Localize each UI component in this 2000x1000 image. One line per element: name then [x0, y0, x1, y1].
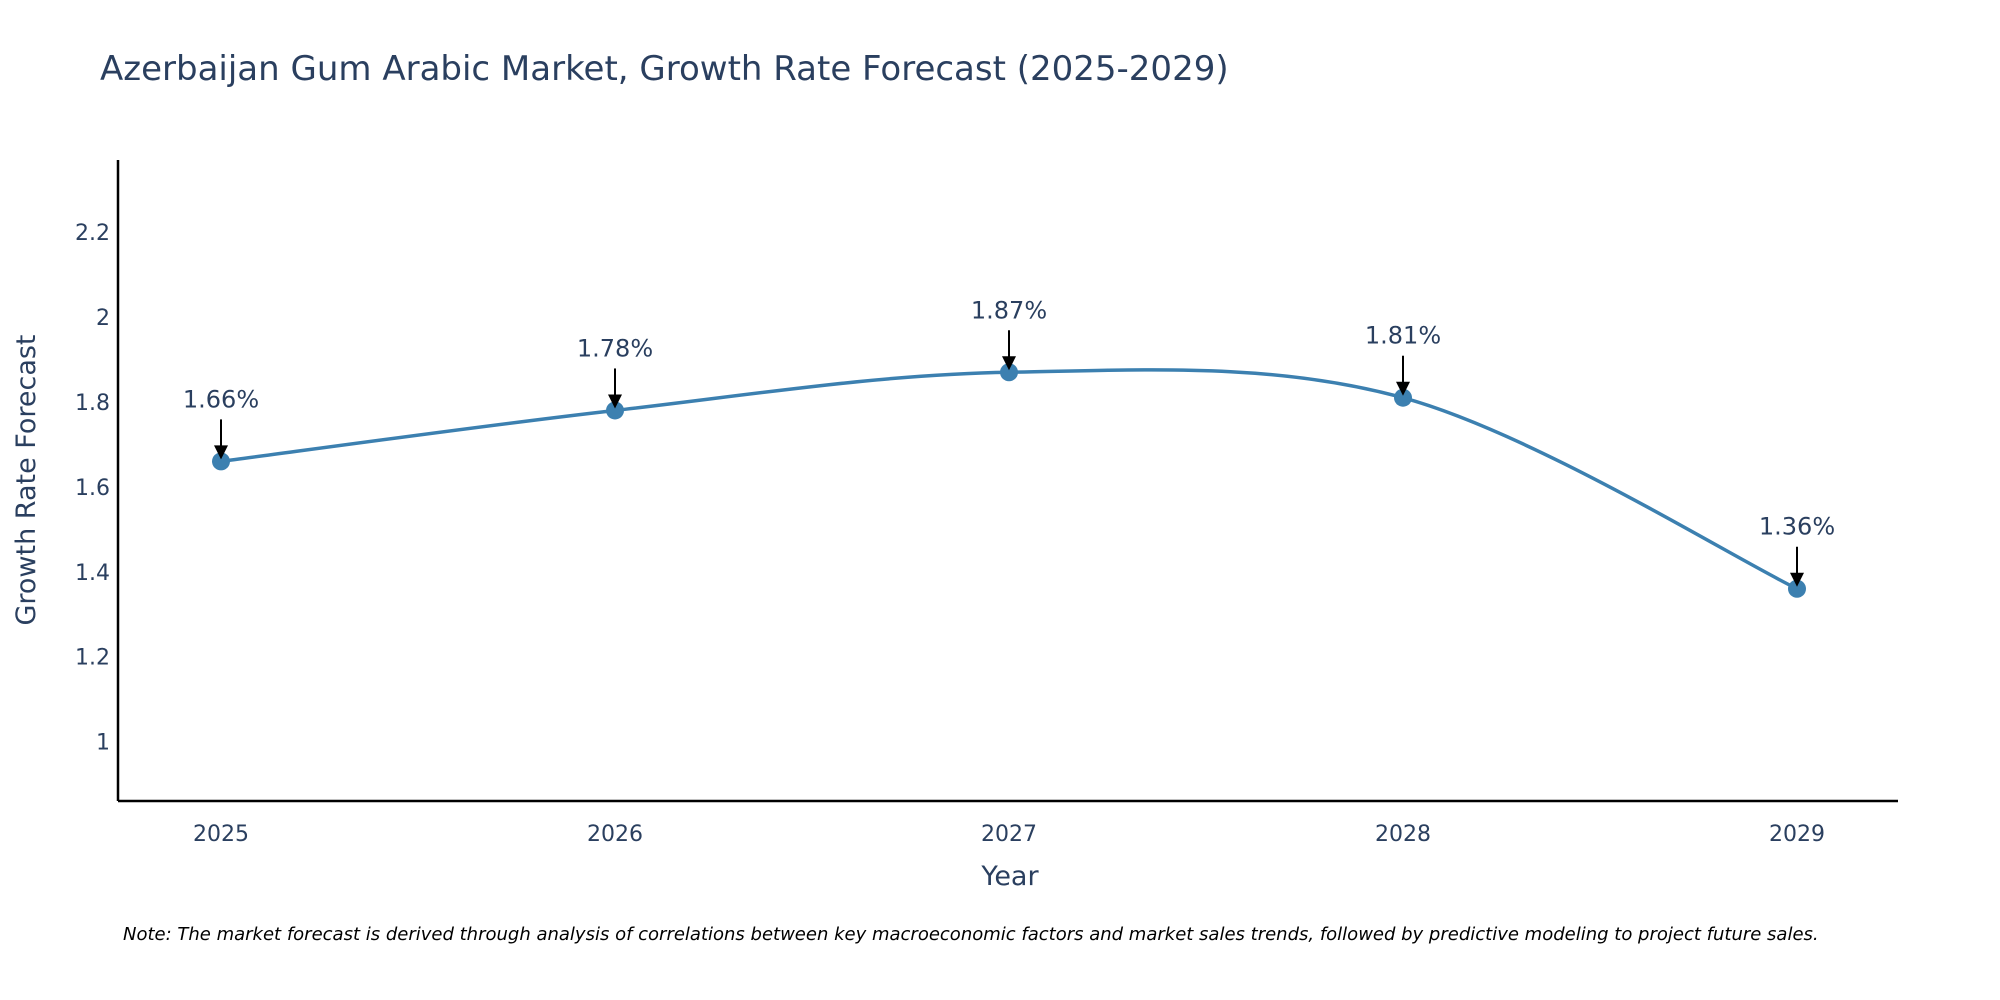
- y-axis-title: Growth Rate Forecast: [11, 334, 42, 625]
- x-tick-label: 2025: [193, 822, 249, 847]
- series-line: [220, 368, 1798, 591]
- footnote: Note: The market forecast is derived thr…: [123, 924, 1819, 945]
- data-label: 1.36%: [1759, 513, 1835, 541]
- axes: [116, 160, 1898, 803]
- data-label: 1.66%: [183, 385, 259, 413]
- data-label: 1.78%: [577, 334, 653, 362]
- annotation-arrow-head: [1396, 381, 1410, 396]
- data-label: 1.81%: [1365, 322, 1441, 350]
- data-point: [1394, 388, 1412, 407]
- y-tick-label: 1.2: [75, 646, 110, 671]
- x-axis-title: Year: [980, 861, 1039, 892]
- data-point: [1000, 363, 1018, 382]
- annotation-arrow-head: [1790, 572, 1804, 587]
- data-annotations: 1.66% 1.78% 1.87% 1.81% 1.36%: [183, 296, 1835, 587]
- x-tick-label: 2028: [1375, 822, 1431, 847]
- y-tick-label: 1.8: [75, 391, 110, 416]
- y-tick-label: 1.6: [75, 476, 110, 501]
- x-tick-label: 2027: [981, 822, 1037, 847]
- x-tick-label: 2029: [1769, 822, 1825, 847]
- annotation-arrow-head: [608, 394, 622, 409]
- y-axis-ticks: 1 1.2 1.4 1.6 1.8 2 2.2: [75, 221, 110, 755]
- y-tick-label: 2: [96, 306, 110, 331]
- y-tick-label: 2.2: [75, 221, 110, 246]
- y-tick-label: 1: [96, 731, 110, 756]
- data-point: [606, 401, 624, 420]
- y-tick-label: 1.4: [75, 561, 110, 586]
- x-axis-ticks: 2025 2026 2027 2028 2029: [193, 822, 1825, 847]
- data-points: [212, 363, 1806, 598]
- chart-title: Azerbaijan Gum Arabic Market, Growth Rat…: [100, 49, 1229, 89]
- data-point: [1788, 579, 1806, 598]
- annotation-arrow-head: [214, 445, 228, 460]
- x-tick-label: 2026: [587, 822, 643, 847]
- data-label: 1.87%: [971, 296, 1047, 324]
- annotation-arrow-head: [1002, 356, 1016, 371]
- data-point: [212, 452, 230, 471]
